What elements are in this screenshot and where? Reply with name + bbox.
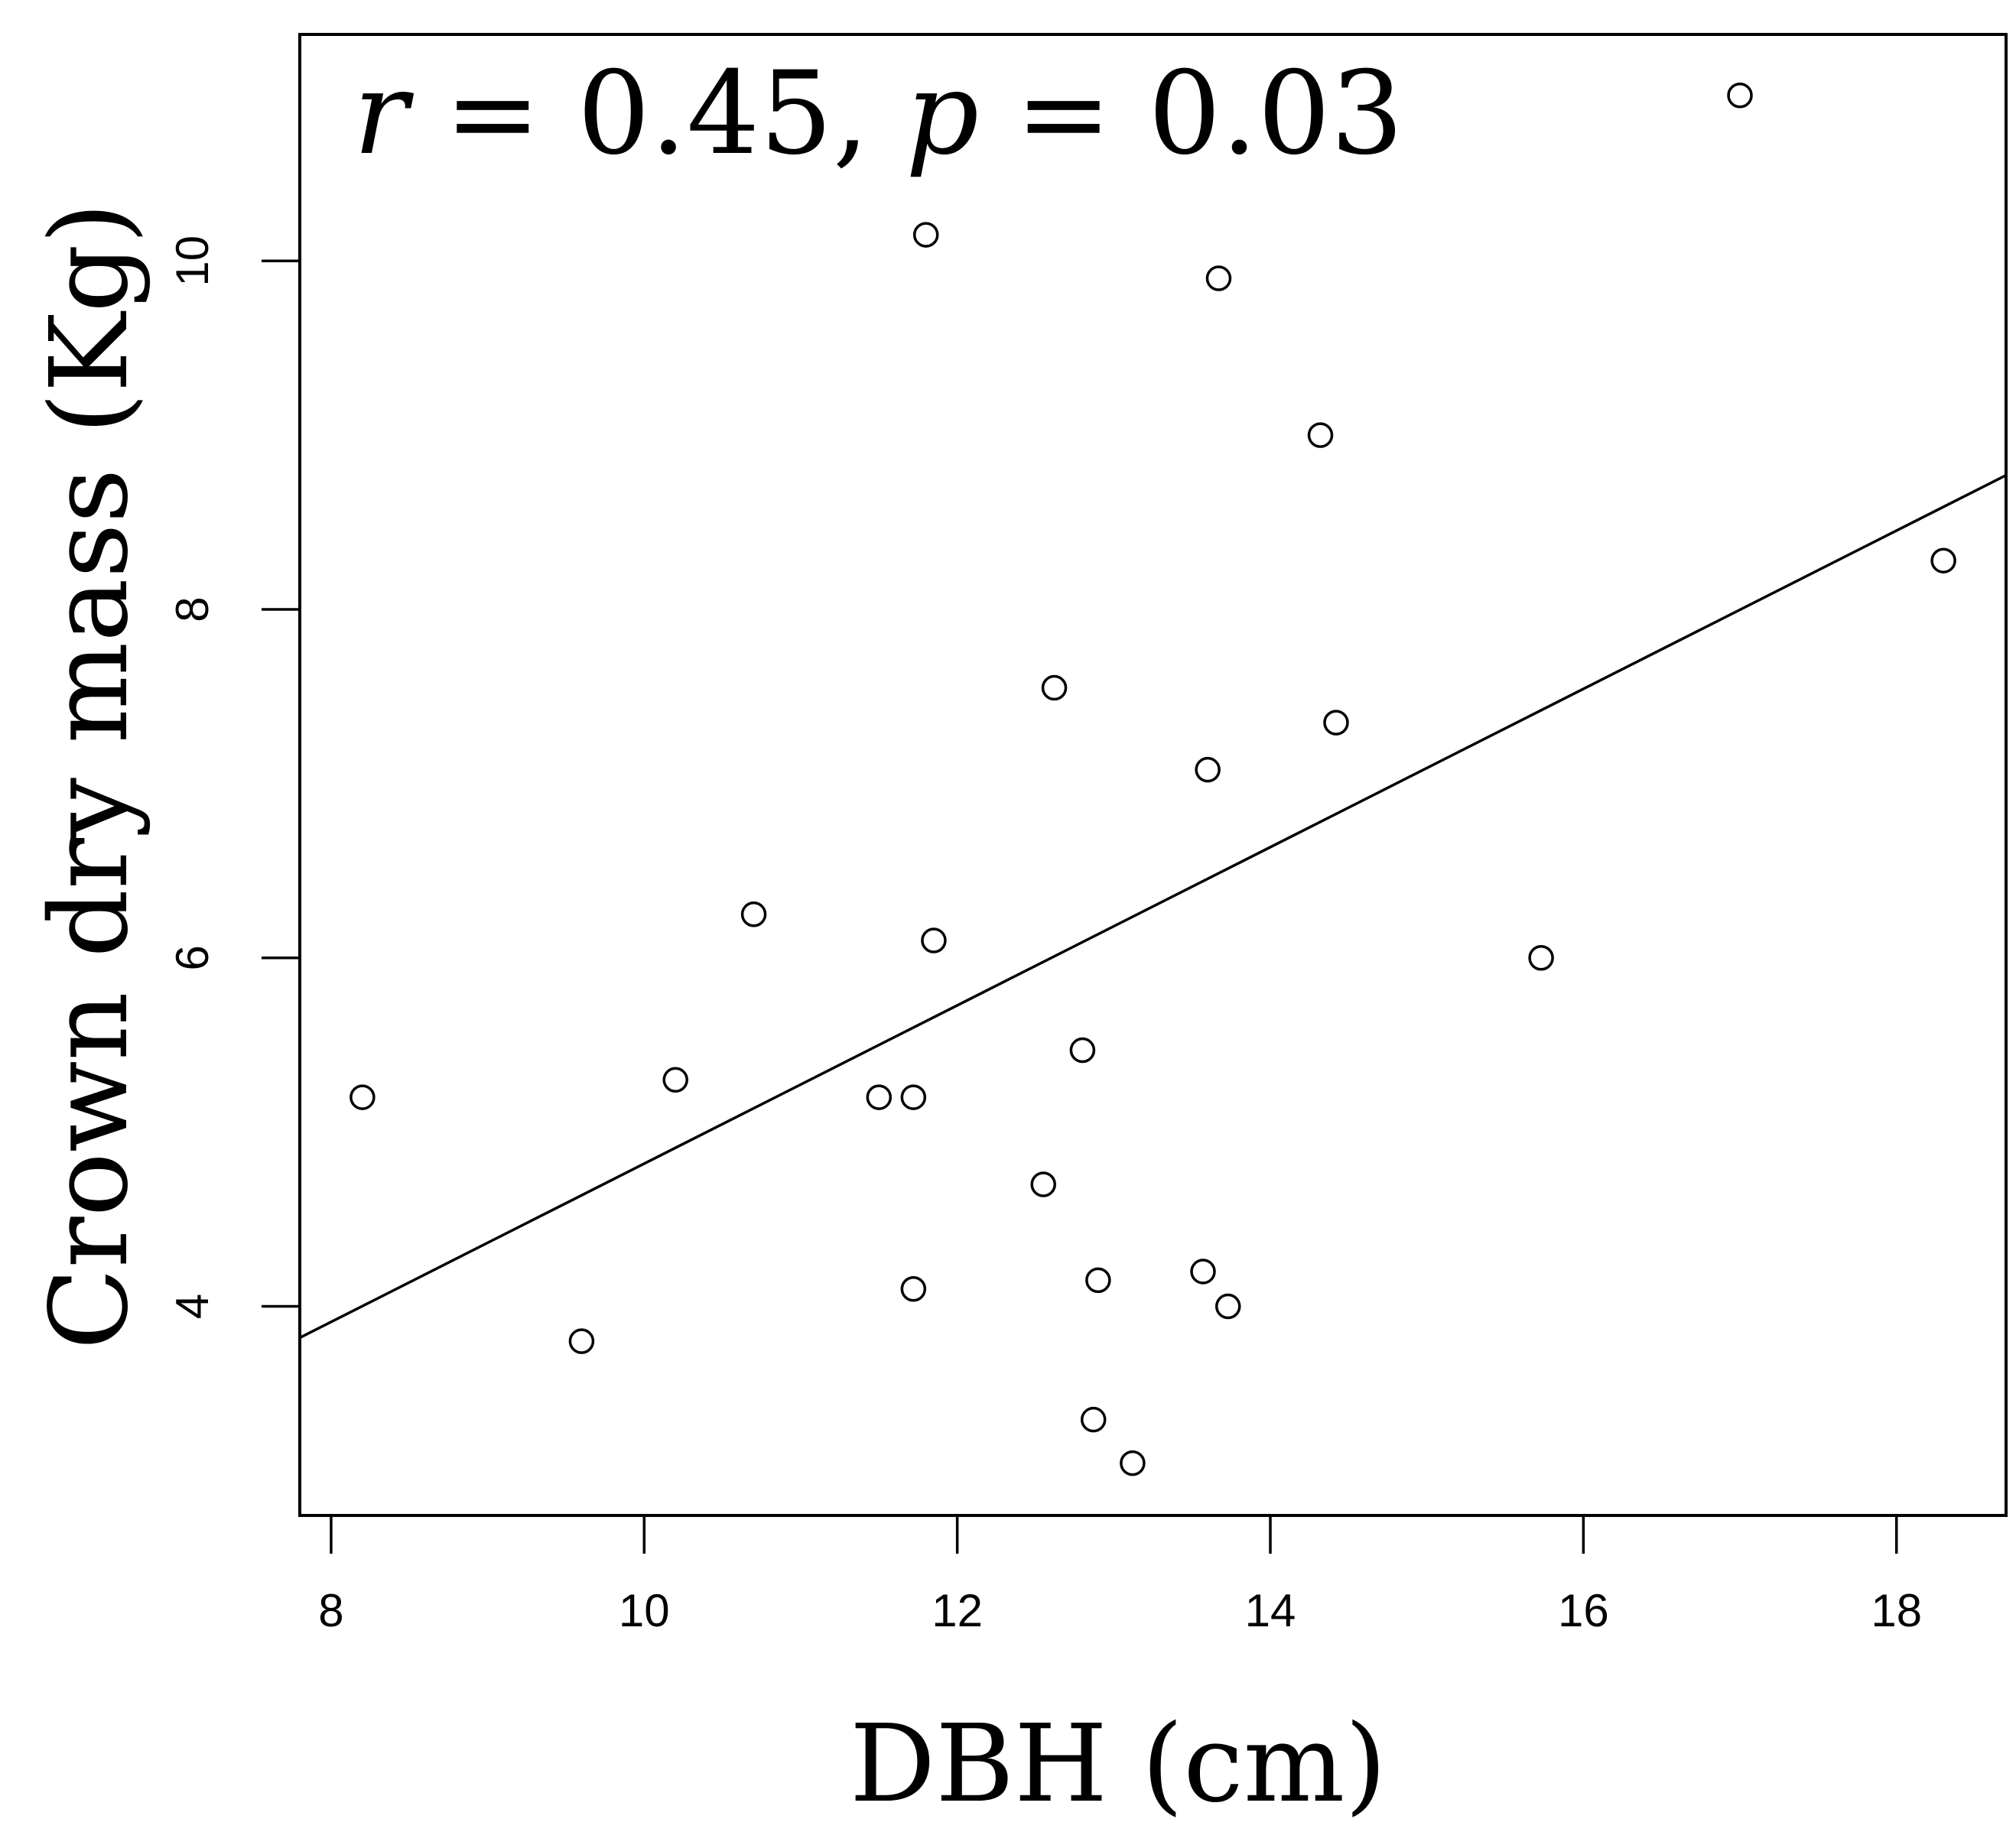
data-point [1041,674,1068,701]
p-symbol: p [906,47,979,180]
plot-frame [298,33,2008,1517]
x-tick-label: 16 [1558,1585,1609,1636]
x-tick-label: 12 [932,1585,983,1636]
data-point [1214,1293,1241,1320]
data-point [1727,83,1753,109]
data-point [1930,547,1956,573]
data-point [1190,1259,1216,1285]
data-point [921,927,947,953]
data-point [1085,1267,1111,1294]
regression-line [299,473,2007,1340]
data-point [912,222,939,248]
correlation-annotation: r = 0.45, p = 0.03 [353,47,1403,180]
x-tick-label: 10 [619,1585,670,1636]
p-value-text: = 0.03 [979,47,1403,180]
data-point [1528,945,1554,971]
data-point [1307,422,1334,448]
r-symbol: r [353,47,415,180]
data-point [1080,1406,1107,1433]
data-point [1030,1171,1056,1197]
data-point [1069,1037,1096,1064]
y-axis-title: Crown dry mass (Kg) [28,203,152,1350]
data-point [900,1276,927,1302]
r-value-text: = 0.45, [408,47,906,180]
y-tick-label: 6 [167,945,218,970]
x-tick-label: 18 [1871,1585,1922,1636]
data-point [1120,1450,1146,1476]
x-tick-label: 8 [318,1585,343,1636]
data-point [350,1084,376,1110]
y-tick-label: 10 [167,235,218,287]
data-point [900,1084,927,1110]
y-tick-label: 8 [167,596,218,622]
data-point [1205,265,1232,291]
data-points [350,83,1956,1476]
data-point [1195,756,1221,783]
x-tick-label: 14 [1245,1585,1296,1636]
data-point [568,1328,595,1354]
data-point [866,1084,893,1110]
data-point [740,901,767,927]
data-point [662,1067,688,1093]
data-point [1323,710,1349,736]
y-tick-label: 4 [167,1294,218,1319]
x-axis-title: DBH (cm) [850,1702,1387,1827]
